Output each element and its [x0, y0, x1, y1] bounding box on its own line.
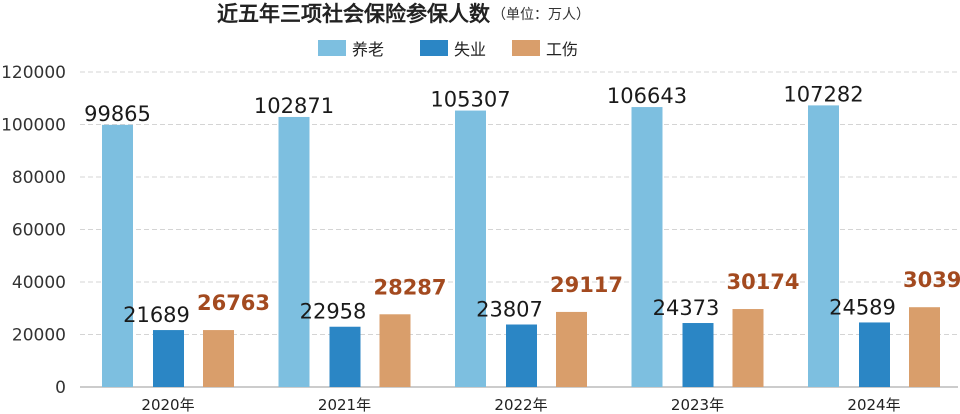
x-tick-label: 2020年	[141, 396, 194, 414]
bar	[556, 311, 587, 387]
legend-label: 失业	[454, 40, 486, 59]
data-label: 99865	[84, 102, 151, 126]
bar	[102, 124, 133, 388]
bar	[732, 309, 764, 387]
x-axis: 2020年 2021年 2022年 2023年 2024年	[141, 396, 900, 414]
y-tick-label: 20000	[12, 326, 66, 346]
bar	[909, 307, 940, 387]
y-tick-label: 100000	[1, 116, 66, 136]
bar	[379, 314, 411, 387]
legend-swatch	[318, 40, 346, 56]
y-tick-label: 0	[55, 378, 66, 398]
data-label: 30174	[726, 270, 799, 294]
legend-label: 工伤	[546, 40, 578, 59]
bar	[203, 330, 234, 387]
data-label: 105307	[430, 88, 510, 112]
x-tick-label: 2022年	[494, 396, 547, 414]
bar	[808, 105, 839, 387]
legend-label: 养老	[352, 40, 384, 59]
chart-subtitle: （单位：万人）	[492, 7, 590, 23]
x-tick-label: 2024年	[847, 396, 900, 414]
y-tick-label: 40000	[12, 273, 66, 293]
bar	[506, 324, 537, 387]
legend-swatch	[512, 40, 540, 56]
chart-title: 近五年三项社会保险参保人数	[217, 2, 491, 26]
data-label: 106643	[607, 84, 687, 108]
data-label: 26763	[197, 291, 270, 315]
data-label: 24589	[829, 295, 896, 319]
legend: 养老 失业 工伤	[318, 40, 578, 59]
bar	[329, 326, 361, 387]
data-label: 29117	[550, 273, 623, 297]
data-label: 21689	[123, 303, 190, 327]
y-tick-label: 120000	[1, 63, 66, 83]
bar	[631, 107, 663, 387]
x-tick-label: 2021年	[318, 396, 371, 414]
bar	[153, 330, 184, 387]
bar	[682, 323, 714, 387]
data-label: 24373	[653, 296, 720, 320]
data-label: 107282	[783, 82, 863, 106]
y-axis: 0 20000 40000 60000 80000 100000 120000	[1, 63, 66, 398]
y-tick-label: 80000	[12, 168, 66, 188]
bar	[859, 322, 890, 387]
bar	[278, 116, 310, 387]
x-tick-label: 2023年	[671, 396, 724, 414]
bars	[102, 105, 940, 388]
bar	[455, 110, 486, 387]
data-label: 23807	[476, 298, 543, 322]
y-tick-label: 60000	[12, 221, 66, 241]
legend-swatch	[420, 40, 448, 56]
data-label: 102871	[254, 94, 334, 118]
data-label: 28287	[373, 275, 446, 299]
data-label: 30398	[903, 268, 960, 292]
data-label: 22958	[300, 300, 367, 324]
